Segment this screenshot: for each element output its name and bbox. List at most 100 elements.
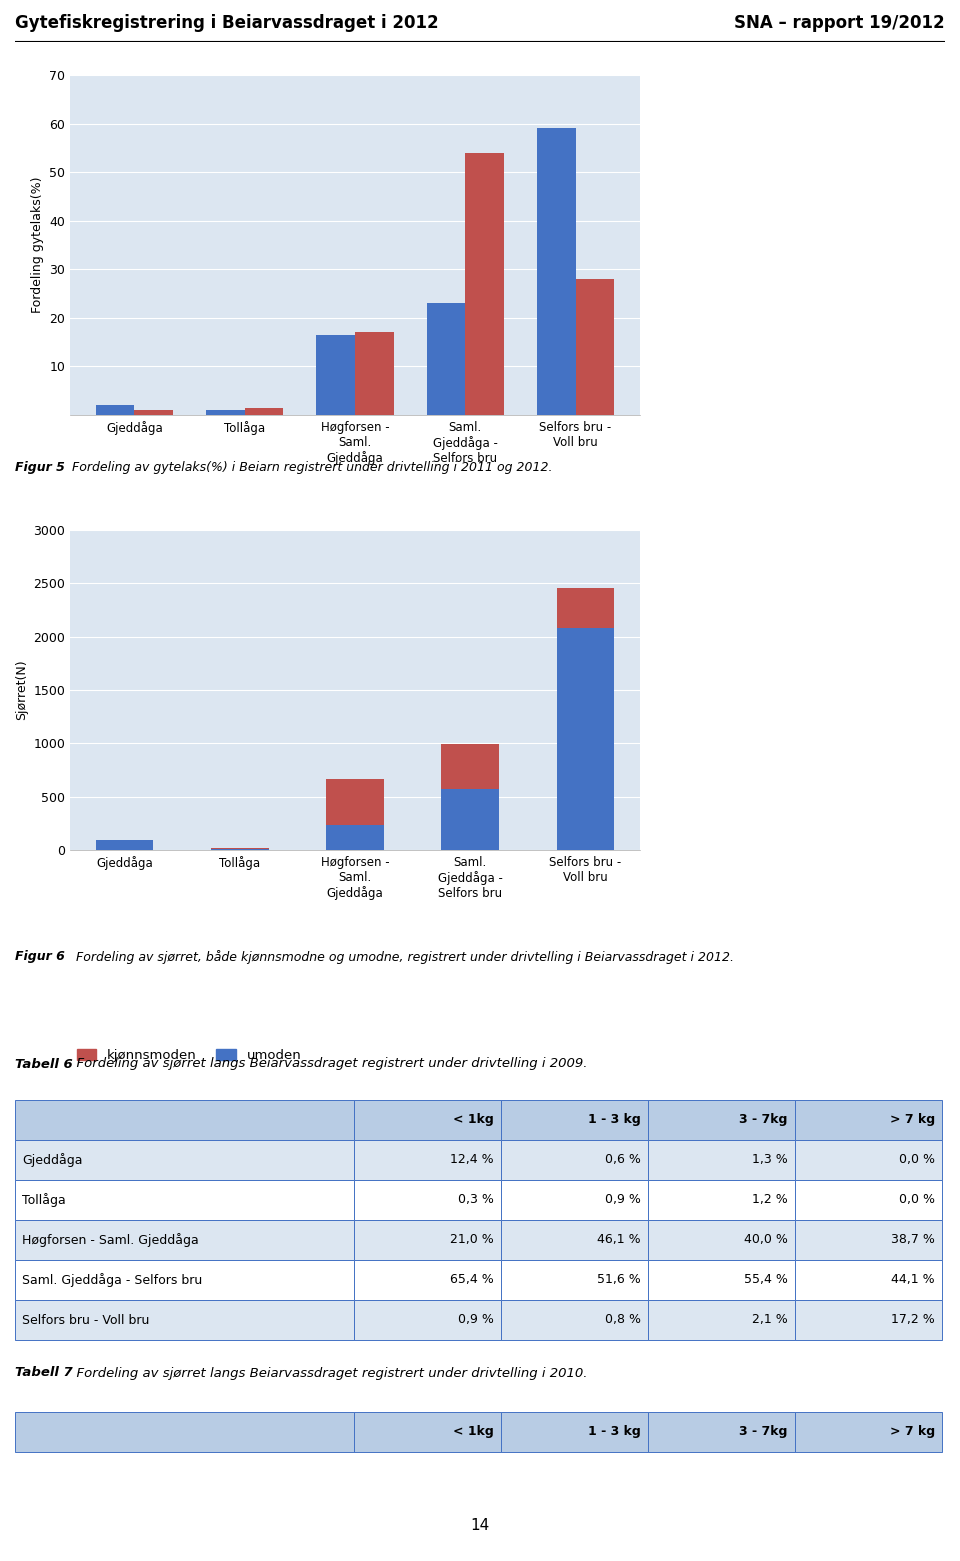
- Text: 0,9 %: 0,9 %: [605, 1194, 641, 1207]
- Text: 2,1 %: 2,1 %: [752, 1313, 788, 1327]
- Text: > 7 kg: > 7 kg: [890, 1425, 935, 1439]
- Text: SNA – rapport 19/2012: SNA – rapport 19/2012: [734, 14, 945, 31]
- Bar: [501, 1180, 648, 1221]
- Text: 1 - 3 kg: 1 - 3 kg: [588, 1113, 641, 1127]
- Bar: [648, 1180, 795, 1221]
- Text: Gytefiskregistrering i Beiarvassdraget i 2012: Gytefiskregistrering i Beiarvassdraget i…: [15, 14, 439, 31]
- Text: 65,4 %: 65,4 %: [450, 1274, 494, 1286]
- Bar: [501, 1221, 648, 1260]
- Text: < 1kg: < 1kg: [453, 1113, 494, 1127]
- Text: 38,7 %: 38,7 %: [891, 1233, 935, 1247]
- Text: Saml. Gjeddåga - Selfors bru: Saml. Gjeddåga - Selfors bru: [22, 1274, 203, 1286]
- Text: Høgforsen - Saml. Gjeddåga: Høgforsen - Saml. Gjeddåga: [22, 1233, 199, 1247]
- Bar: [15, 1260, 354, 1300]
- Text: 44,1 %: 44,1 %: [891, 1274, 935, 1286]
- Bar: [15, 1180, 354, 1221]
- Bar: [354, 1221, 501, 1260]
- Bar: [96, 840, 154, 851]
- Bar: [442, 745, 499, 790]
- Text: Fordeling av sjørret langs Beiarvassdraget registrert under drivtelling i 2009.: Fordeling av sjørret langs Beiarvassdrag…: [68, 1057, 588, 1071]
- Bar: [317, 336, 355, 415]
- Bar: [501, 1300, 648, 1339]
- Bar: [648, 1300, 795, 1339]
- Text: 12,4 %: 12,4 %: [450, 1154, 494, 1166]
- Legend: kjønnsmoden, umoden: kjønnsmoden, umoden: [77, 1049, 301, 1061]
- Bar: [501, 1260, 648, 1300]
- Bar: [466, 153, 504, 415]
- Bar: [501, 1413, 648, 1452]
- Bar: [557, 587, 614, 628]
- Text: 1,3 %: 1,3 %: [752, 1154, 788, 1166]
- Bar: [795, 1221, 942, 1260]
- Text: 1 - 3 kg: 1 - 3 kg: [588, 1425, 641, 1439]
- Text: Fordeling av gytelaks(%) i Beiarn registrert under drivtelling i 2011 og 2012.: Fordeling av gytelaks(%) i Beiarn regist…: [68, 460, 553, 475]
- Bar: [795, 1260, 942, 1300]
- Text: 0,9 %: 0,9 %: [458, 1313, 494, 1327]
- Text: 0,3 %: 0,3 %: [458, 1194, 494, 1207]
- Text: 1,2 %: 1,2 %: [752, 1194, 788, 1207]
- Bar: [354, 1140, 501, 1180]
- Text: 51,6 %: 51,6 %: [597, 1274, 641, 1286]
- Text: 40,0 %: 40,0 %: [744, 1233, 788, 1247]
- Bar: [15, 1101, 354, 1140]
- Bar: [354, 1413, 501, 1452]
- Text: Tabell 6: Tabell 6: [15, 1057, 73, 1071]
- Bar: [442, 790, 499, 851]
- Bar: [354, 1101, 501, 1140]
- Text: Tabell 7: Tabell 7: [15, 1366, 73, 1380]
- Text: Fordeling av sjørret, både kjønnsmodne og umodne, registrert under drivtelling i: Fordeling av sjørret, både kjønnsmodne o…: [68, 951, 734, 965]
- Text: 14: 14: [470, 1517, 490, 1533]
- Bar: [354, 1300, 501, 1339]
- Bar: [795, 1300, 942, 1339]
- Bar: [15, 1413, 354, 1452]
- Y-axis label: Sjørret(N): Sjørret(N): [14, 660, 28, 720]
- Bar: [326, 826, 384, 851]
- Text: < 1kg: < 1kg: [453, 1425, 494, 1439]
- Bar: [648, 1260, 795, 1300]
- Bar: [15, 1221, 354, 1260]
- Bar: [648, 1101, 795, 1140]
- Bar: [557, 628, 614, 851]
- Bar: [326, 779, 384, 826]
- Bar: [575, 279, 614, 415]
- Bar: [537, 128, 575, 415]
- Text: 21,0 %: 21,0 %: [450, 1233, 494, 1247]
- Bar: [15, 1300, 354, 1339]
- Text: 0,6 %: 0,6 %: [605, 1154, 641, 1166]
- Bar: [795, 1140, 942, 1180]
- Bar: [426, 303, 466, 415]
- Text: 0,0 %: 0,0 %: [899, 1154, 935, 1166]
- Bar: [501, 1101, 648, 1140]
- Text: 3 - 7kg: 3 - 7kg: [739, 1425, 788, 1439]
- Bar: [354, 1180, 501, 1221]
- Text: Gjeddåga: Gjeddåga: [22, 1154, 83, 1168]
- Bar: [354, 1260, 501, 1300]
- Bar: [648, 1221, 795, 1260]
- Text: 55,4 %: 55,4 %: [744, 1274, 788, 1286]
- Bar: [795, 1180, 942, 1221]
- Bar: [648, 1140, 795, 1180]
- Y-axis label: Fordeling gytelaks(%): Fordeling gytelaks(%): [31, 176, 43, 314]
- Text: Fordeling av sjørret langs Beiarvassdraget registrert under drivtelling i 2010.: Fordeling av sjørret langs Beiarvassdrag…: [68, 1366, 588, 1380]
- Bar: [15, 1140, 354, 1180]
- Text: 0,0 %: 0,0 %: [899, 1194, 935, 1207]
- Bar: [795, 1413, 942, 1452]
- Text: Selfors bru - Voll bru: Selfors bru - Voll bru: [22, 1313, 150, 1327]
- Text: Tollåga: Tollåga: [22, 1193, 66, 1207]
- Text: > 7 kg: > 7 kg: [890, 1113, 935, 1127]
- Text: 17,2 %: 17,2 %: [891, 1313, 935, 1327]
- Bar: [206, 411, 245, 415]
- Text: 3 - 7kg: 3 - 7kg: [739, 1113, 788, 1127]
- Bar: [795, 1101, 942, 1140]
- Text: 0,8 %: 0,8 %: [605, 1313, 641, 1327]
- Bar: [648, 1413, 795, 1452]
- Bar: [355, 332, 394, 415]
- Bar: [134, 411, 173, 415]
- Bar: [96, 406, 134, 415]
- Legend: 2012, 2011: 2012, 2011: [77, 632, 225, 646]
- Text: Figur 5: Figur 5: [15, 460, 65, 475]
- Bar: [501, 1140, 648, 1180]
- Text: 46,1 %: 46,1 %: [597, 1233, 641, 1247]
- Text: Figur 6: Figur 6: [15, 951, 65, 963]
- Bar: [245, 407, 283, 415]
